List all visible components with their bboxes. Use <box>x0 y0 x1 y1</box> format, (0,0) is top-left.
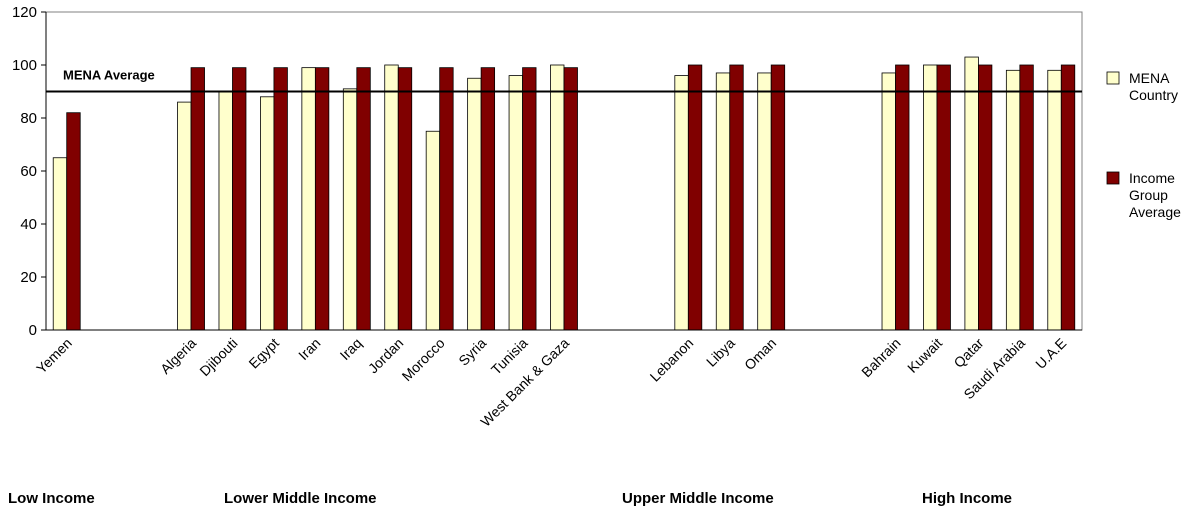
bar-income-group-average <box>439 67 454 331</box>
y-tick-label: 20 <box>20 269 37 286</box>
bar-mena-country <box>508 75 523 331</box>
x-tick-label: Oman <box>741 335 779 373</box>
income-group-label: Upper Middle Income <box>622 490 774 507</box>
mena-average-reference: MENA Average <box>46 68 1082 93</box>
y-tick-label: 120 <box>12 4 37 21</box>
x-tick-label: Syria <box>455 335 489 369</box>
bar-income-group-average <box>190 67 205 331</box>
bar-income-group-average <box>480 67 496 331</box>
y-axis: 0 20 40 60 80 100 120 <box>12 4 1082 339</box>
bar-mena-country <box>301 67 316 331</box>
legend: MENA Country Income Group Average <box>1106 70 1181 220</box>
bar-income-group-average <box>895 64 910 331</box>
y-tick-label: 60 <box>20 163 37 180</box>
bars-layer <box>45 11 1083 331</box>
bar-income-group-average <box>66 112 81 331</box>
bar-mena-country <box>260 96 275 331</box>
bar-income-group-average <box>232 67 247 331</box>
y-tick-label: 40 <box>20 216 37 233</box>
x-tick-label: Libya <box>703 335 738 370</box>
bar-mena-country <box>881 72 896 331</box>
legend-swatch <box>1106 171 1120 185</box>
bar-income-group-average <box>314 67 330 331</box>
bar-mena-country <box>177 101 192 331</box>
bar-income-group-average <box>687 64 703 331</box>
y-tick-label: 100 <box>12 57 37 74</box>
bar-mena-country <box>425 130 441 331</box>
bar-income-group-average <box>770 64 786 331</box>
bar-mena-country <box>342 88 358 331</box>
bar-mena-country <box>1005 69 1021 331</box>
y-tick-label: 0 <box>29 322 37 339</box>
bar-income-group-average <box>563 67 578 331</box>
bar-income-group-average <box>273 67 288 331</box>
x-tick-label: Egypt <box>245 335 282 372</box>
x-tick-label: Algeria <box>157 335 199 377</box>
legend-swatch <box>1106 71 1120 85</box>
bar-income-group-average <box>1019 64 1034 331</box>
x-tick-label: Qatar <box>950 335 986 371</box>
x-tick-label: Lebanon <box>647 335 697 385</box>
income-group-labels: Low Income Lower Middle Income Upper Middl… <box>8 490 1012 507</box>
bar-mena-country <box>757 72 772 331</box>
x-tick-label: Iran <box>295 335 323 363</box>
x-tick-label: Yemen <box>33 335 75 377</box>
income-group-label: Low Income <box>8 490 95 507</box>
income-group-label: Lower Middle Income <box>224 490 377 507</box>
bar-income-group-average <box>522 67 537 331</box>
bar-mena-country <box>674 75 689 331</box>
x-tick-label: Morocco <box>399 335 448 384</box>
bar-mena-country <box>467 77 482 331</box>
x-tick-label: Bahrain <box>858 335 903 380</box>
x-tick-label: Kuwait <box>904 335 945 376</box>
bar-income-group-average <box>936 64 951 331</box>
bar-mena-country <box>550 64 565 331</box>
bar-income-group-average <box>356 67 371 331</box>
x-tick-label: Iraq <box>337 335 365 363</box>
bar-mena-country <box>218 91 233 331</box>
x-tick-label: U.A.E <box>1032 335 1069 372</box>
legend-label: Income Group Average <box>1129 170 1181 220</box>
bar-income-group-average <box>397 67 413 331</box>
bar-mena-country <box>1047 69 1062 331</box>
x-tick-label: Djibouti <box>196 335 240 379</box>
bar-income-group-average <box>729 64 744 331</box>
bar-mena-country <box>964 56 979 331</box>
bar-mena-country <box>384 64 399 331</box>
y-tick-label: 80 <box>20 110 37 127</box>
reference-line-label: MENA Average <box>63 68 155 83</box>
bar-income-group-average <box>1060 64 1076 331</box>
bar-mena-country <box>52 157 68 331</box>
legend-label: MENA Country <box>1129 70 1178 103</box>
bar-mena-country <box>715 72 731 331</box>
income-group-label: High Income <box>922 490 1012 507</box>
bar-income-group-average <box>978 64 993 331</box>
bar-mena-country <box>923 64 938 331</box>
